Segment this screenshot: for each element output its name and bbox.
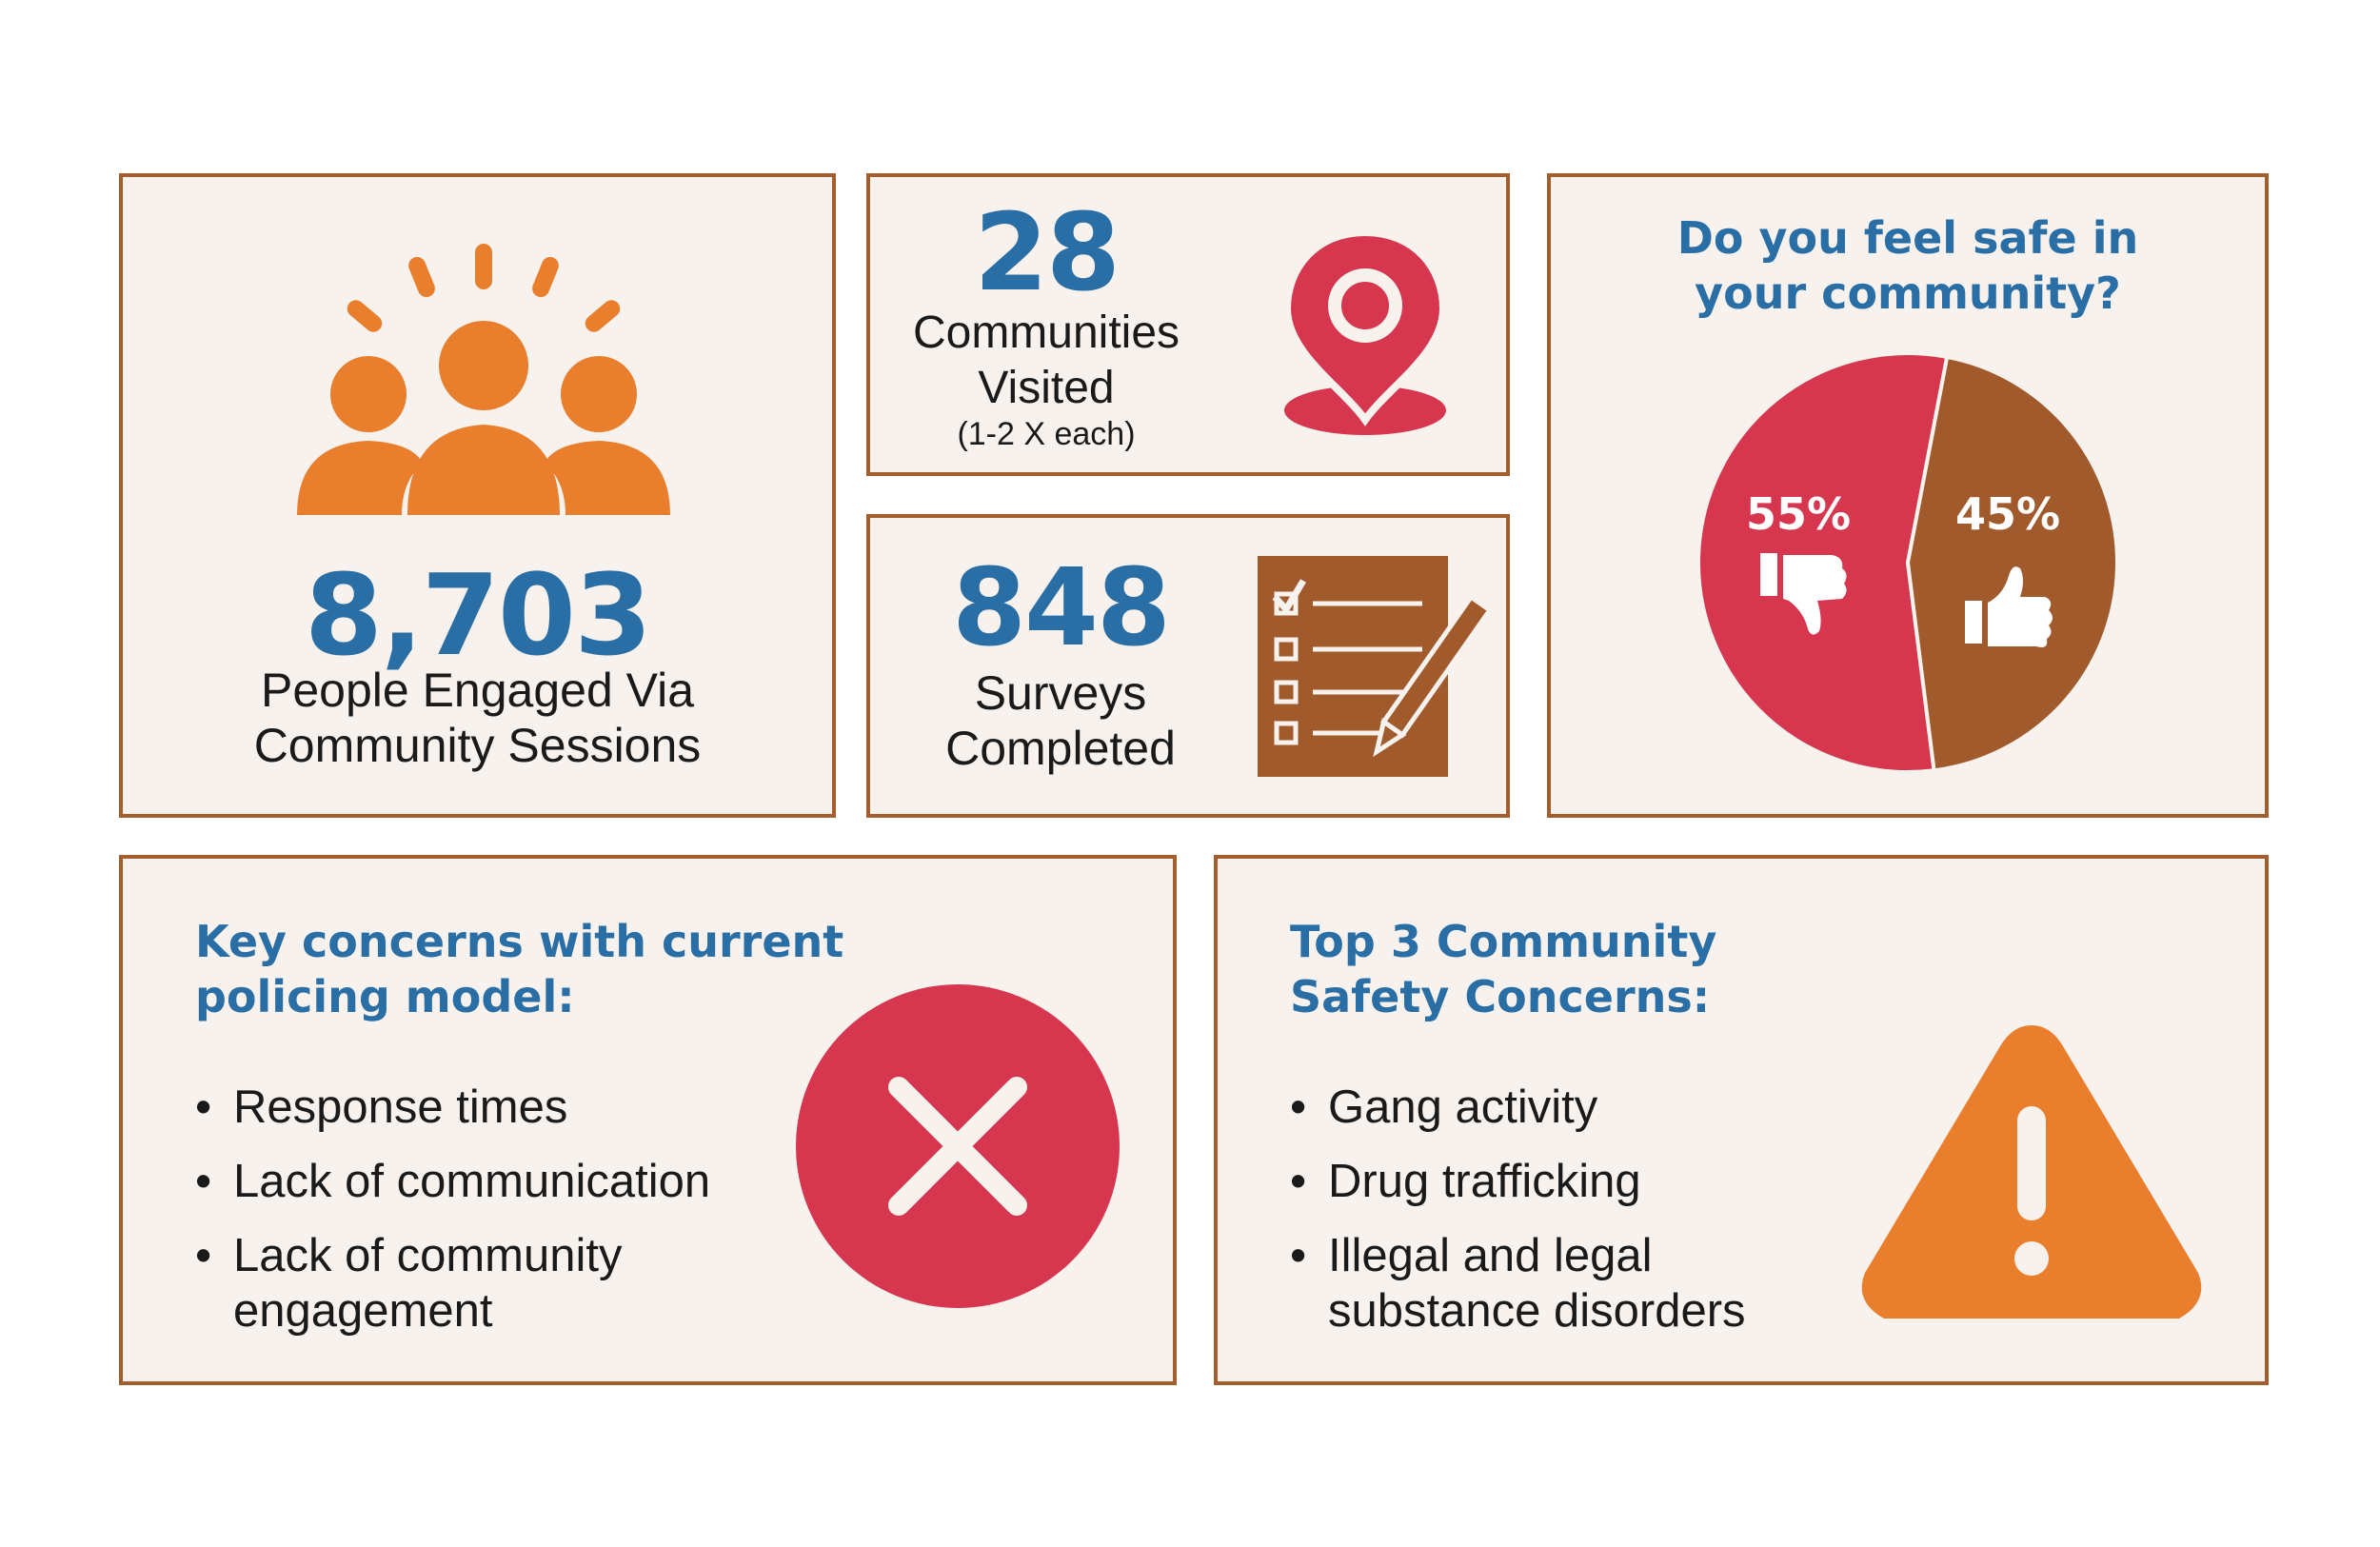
- thumbs-up-icon: [1965, 566, 2053, 647]
- thumbs-down-icon: [1760, 553, 1847, 635]
- communities-count: 28: [974, 191, 1121, 315]
- poll-question-line1: Do you feel safe in: [1676, 212, 2139, 264]
- list-item: Lack of communication: [195, 1154, 728, 1209]
- list-item: Gang activity: [1290, 1080, 1823, 1135]
- map-pin-icon: [1282, 228, 1448, 435]
- people-label-line1: People Engaged Via: [260, 664, 695, 717]
- pie-slice-yes: [1905, 354, 2119, 773]
- warning-triangle-icon: [1861, 1025, 2202, 1319]
- people-label-line2: Community Sessions: [253, 719, 702, 772]
- surveys-count: 848: [952, 546, 1171, 670]
- surveys-label-line1: Surveys: [974, 666, 1147, 720]
- safety-pie-chart: 55% 45%: [1696, 351, 2119, 774]
- safety-concerns-list: Gang activity Drug trafficking Illegal a…: [1290, 1080, 1823, 1358]
- policing-concerns-card: Key concerns with current policing model…: [119, 855, 1177, 1385]
- poll-question-line2: your community?: [1695, 268, 2121, 319]
- pie-label-yes: 45%: [1955, 488, 2060, 540]
- list-item: Illegal and legal substance disorders: [1290, 1228, 1795, 1339]
- list-item: Lack of community engagement: [195, 1228, 662, 1339]
- communities-label-line1: Communities: [912, 307, 1180, 358]
- people-engaged-card: 8,703 People Engaged Via Community Sessi…: [119, 173, 836, 818]
- list-item: Response times: [195, 1080, 728, 1135]
- list-item: Drug trafficking: [1290, 1154, 1823, 1209]
- safety-concerns-card: Top 3 Community Safety Concerns: Gang ac…: [1214, 855, 2269, 1385]
- surveys-label-line2: Completed: [945, 722, 1176, 775]
- communities-card: 28 Communities Visited (1-2 X each): [866, 173, 1510, 476]
- people-count: 8,703: [304, 549, 652, 681]
- checklist-icon: [1258, 556, 1494, 777]
- policing-heading-line2: policing model:: [195, 971, 575, 1022]
- policing-heading-line1: Key concerns with current: [195, 916, 844, 967]
- policing-concerns-list: Response times Lack of communication Lac…: [195, 1080, 728, 1358]
- safety-heading-line2: Safety Concerns:: [1290, 971, 1711, 1022]
- people-group-icon: [297, 244, 670, 515]
- communities-label-line2: Visited: [978, 363, 1115, 413]
- communities-note: (1-2 X each): [957, 416, 1136, 452]
- safety-poll-card: Do you feel safe in your community? 55% …: [1547, 173, 2269, 818]
- safety-heading-line1: Top 3 Community: [1290, 916, 1717, 967]
- surveys-card: 848 Surveys Completed: [866, 514, 1510, 818]
- pie-label-no: 55%: [1746, 488, 1851, 540]
- x-circle-icon: [796, 984, 1120, 1308]
